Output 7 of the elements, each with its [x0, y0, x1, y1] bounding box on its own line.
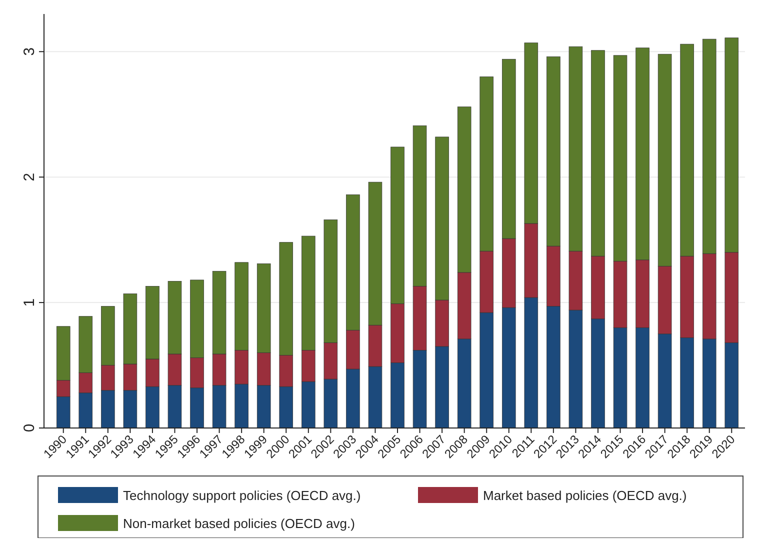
legend-label: Technology support policies (OECD avg.): [123, 488, 361, 503]
legend-label: Non-market based policies (OECD avg.): [123, 516, 355, 531]
y-tick-label: 1: [21, 298, 38, 307]
y-tick-label: 0: [21, 424, 38, 432]
legend-label: Market based policies (OECD avg.): [483, 488, 687, 503]
y-tick-label: 2: [21, 172, 38, 182]
y-tick-label: 3: [21, 47, 38, 56]
